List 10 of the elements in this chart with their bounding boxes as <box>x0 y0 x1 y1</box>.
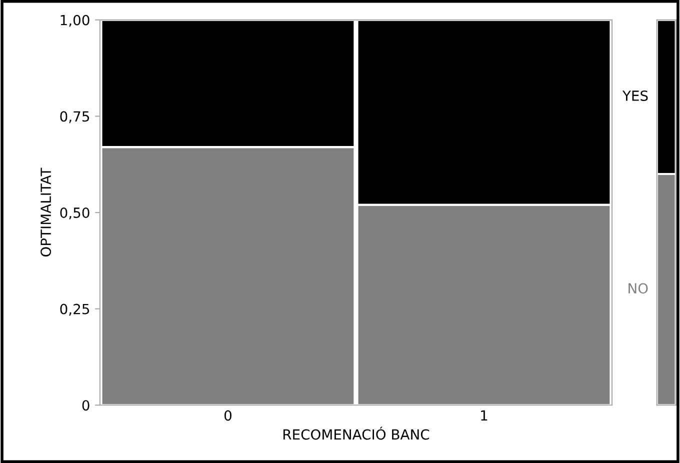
y-tick-label: 0,50 <box>60 207 90 220</box>
y-tick-label: 0 <box>82 400 90 411</box>
y-axis-title: OPTIMALITAT <box>40 168 52 256</box>
series-label: YES <box>622 90 648 101</box>
y-tick-label: 0,25 <box>60 304 90 316</box>
series-label: NO <box>628 283 648 294</box>
y-tick-label: 0,75 <box>60 111 90 124</box>
x-axis-title: RECOMENACIÓ BANC <box>283 426 430 440</box>
x-tick-label: 1 <box>481 410 488 421</box>
y-tick-label: 1,00 <box>60 14 90 27</box>
